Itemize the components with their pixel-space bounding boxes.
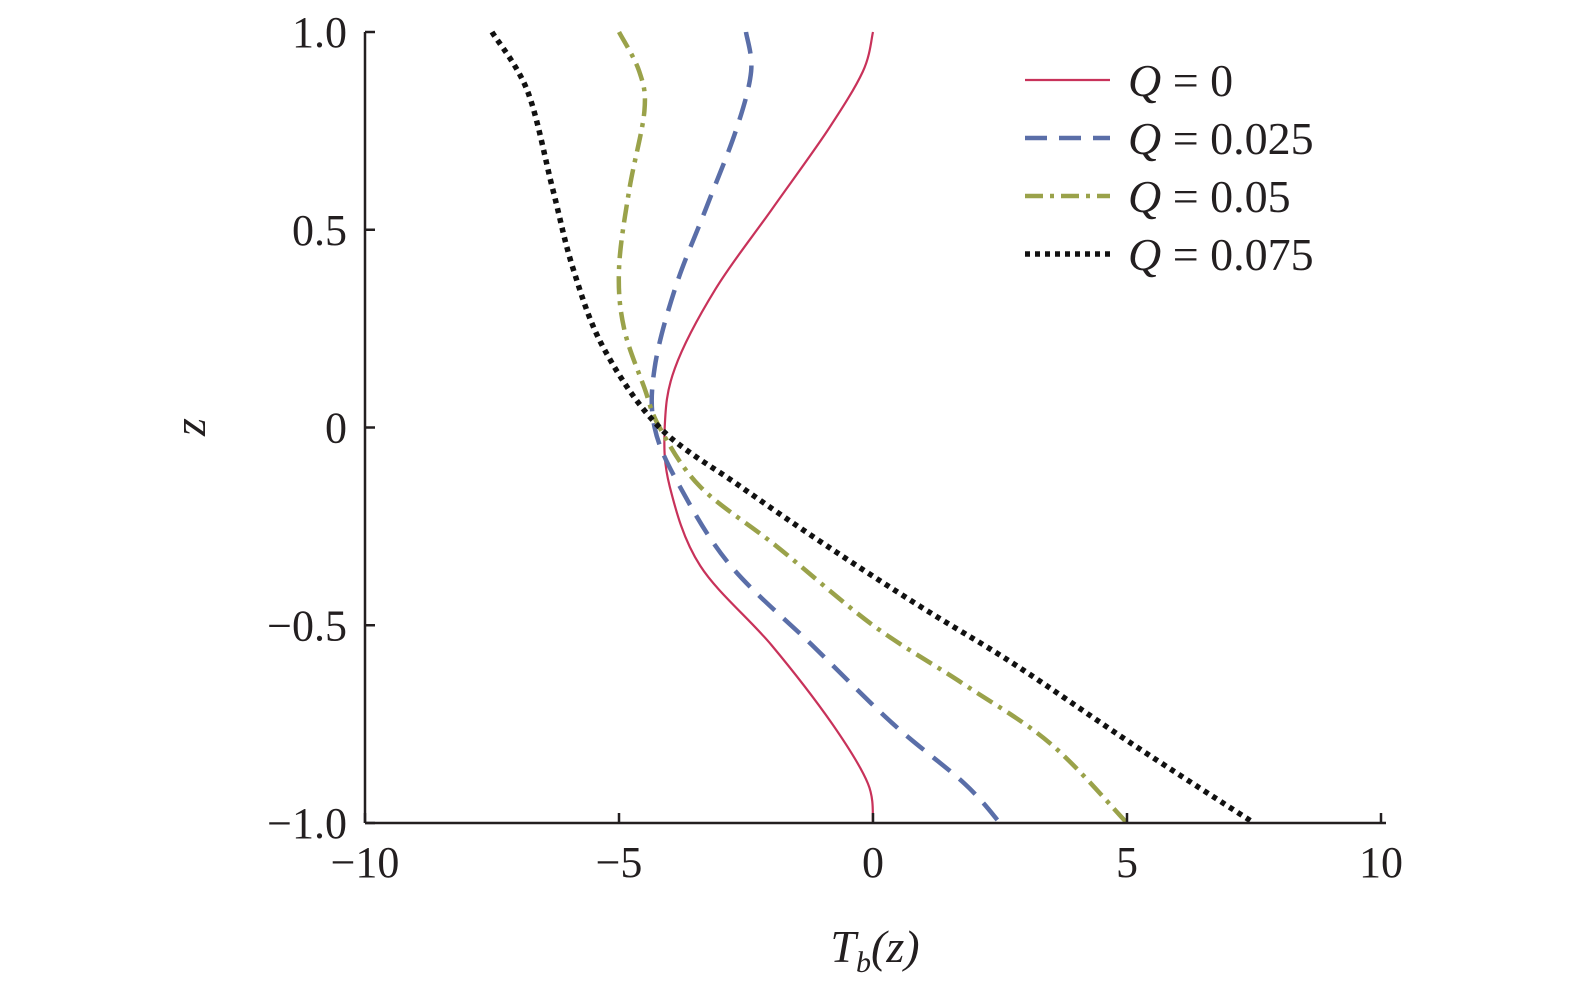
x-tick-label: −5 <box>596 838 643 887</box>
x-tick-label: 5 <box>1116 838 1138 887</box>
y-tick-label: −1.0 <box>267 799 347 848</box>
x-tick-label: −10 <box>331 838 400 887</box>
y-tick-label: −0.5 <box>267 601 347 650</box>
legend-label-value: = 0.075 <box>1161 229 1313 280</box>
legend-label-value: = 0 <box>1161 55 1233 106</box>
legend-label-value: = 0.05 <box>1161 171 1290 222</box>
series-line-1 <box>649 31 1002 825</box>
y-axis-title: z <box>164 418 215 437</box>
y-tick-label: 0.5 <box>292 206 347 255</box>
legend-label-3: Q = 0.075 <box>1128 229 1314 280</box>
plot-lines <box>489 30 1256 826</box>
legend-label-var: Q <box>1128 113 1161 164</box>
axis-ticks: −10 −5 0 5 10 1.0 0.5 0 −0.5 −1.0 <box>267 8 1403 887</box>
series-line-2 <box>616 30 1129 825</box>
series-line-3 <box>489 30 1256 826</box>
legend-label-1: Q = 0.025 <box>1128 113 1314 164</box>
y-tick-label: 0 <box>325 404 347 453</box>
legend-label-0: Q = 0 <box>1128 55 1233 106</box>
x-axis-title-arg: (z) <box>871 921 920 972</box>
x-tick-label: 0 <box>862 838 884 887</box>
y-tick-label: 1.0 <box>292 8 347 57</box>
series-line-0 <box>663 31 875 824</box>
legend-label-var: Q <box>1128 229 1161 280</box>
legend-label-2: Q = 0.05 <box>1128 171 1291 222</box>
x-axis-title: Tb(z) <box>830 921 919 979</box>
x-axis-title-subscript: b <box>856 946 871 979</box>
legend-label-value: = 0.025 <box>1161 113 1313 164</box>
legend-label-var: Q <box>1128 55 1161 106</box>
legend-label-var: Q <box>1128 171 1161 222</box>
x-axis-title-main: T <box>830 921 859 972</box>
x-tick-label: 10 <box>1359 838 1403 887</box>
